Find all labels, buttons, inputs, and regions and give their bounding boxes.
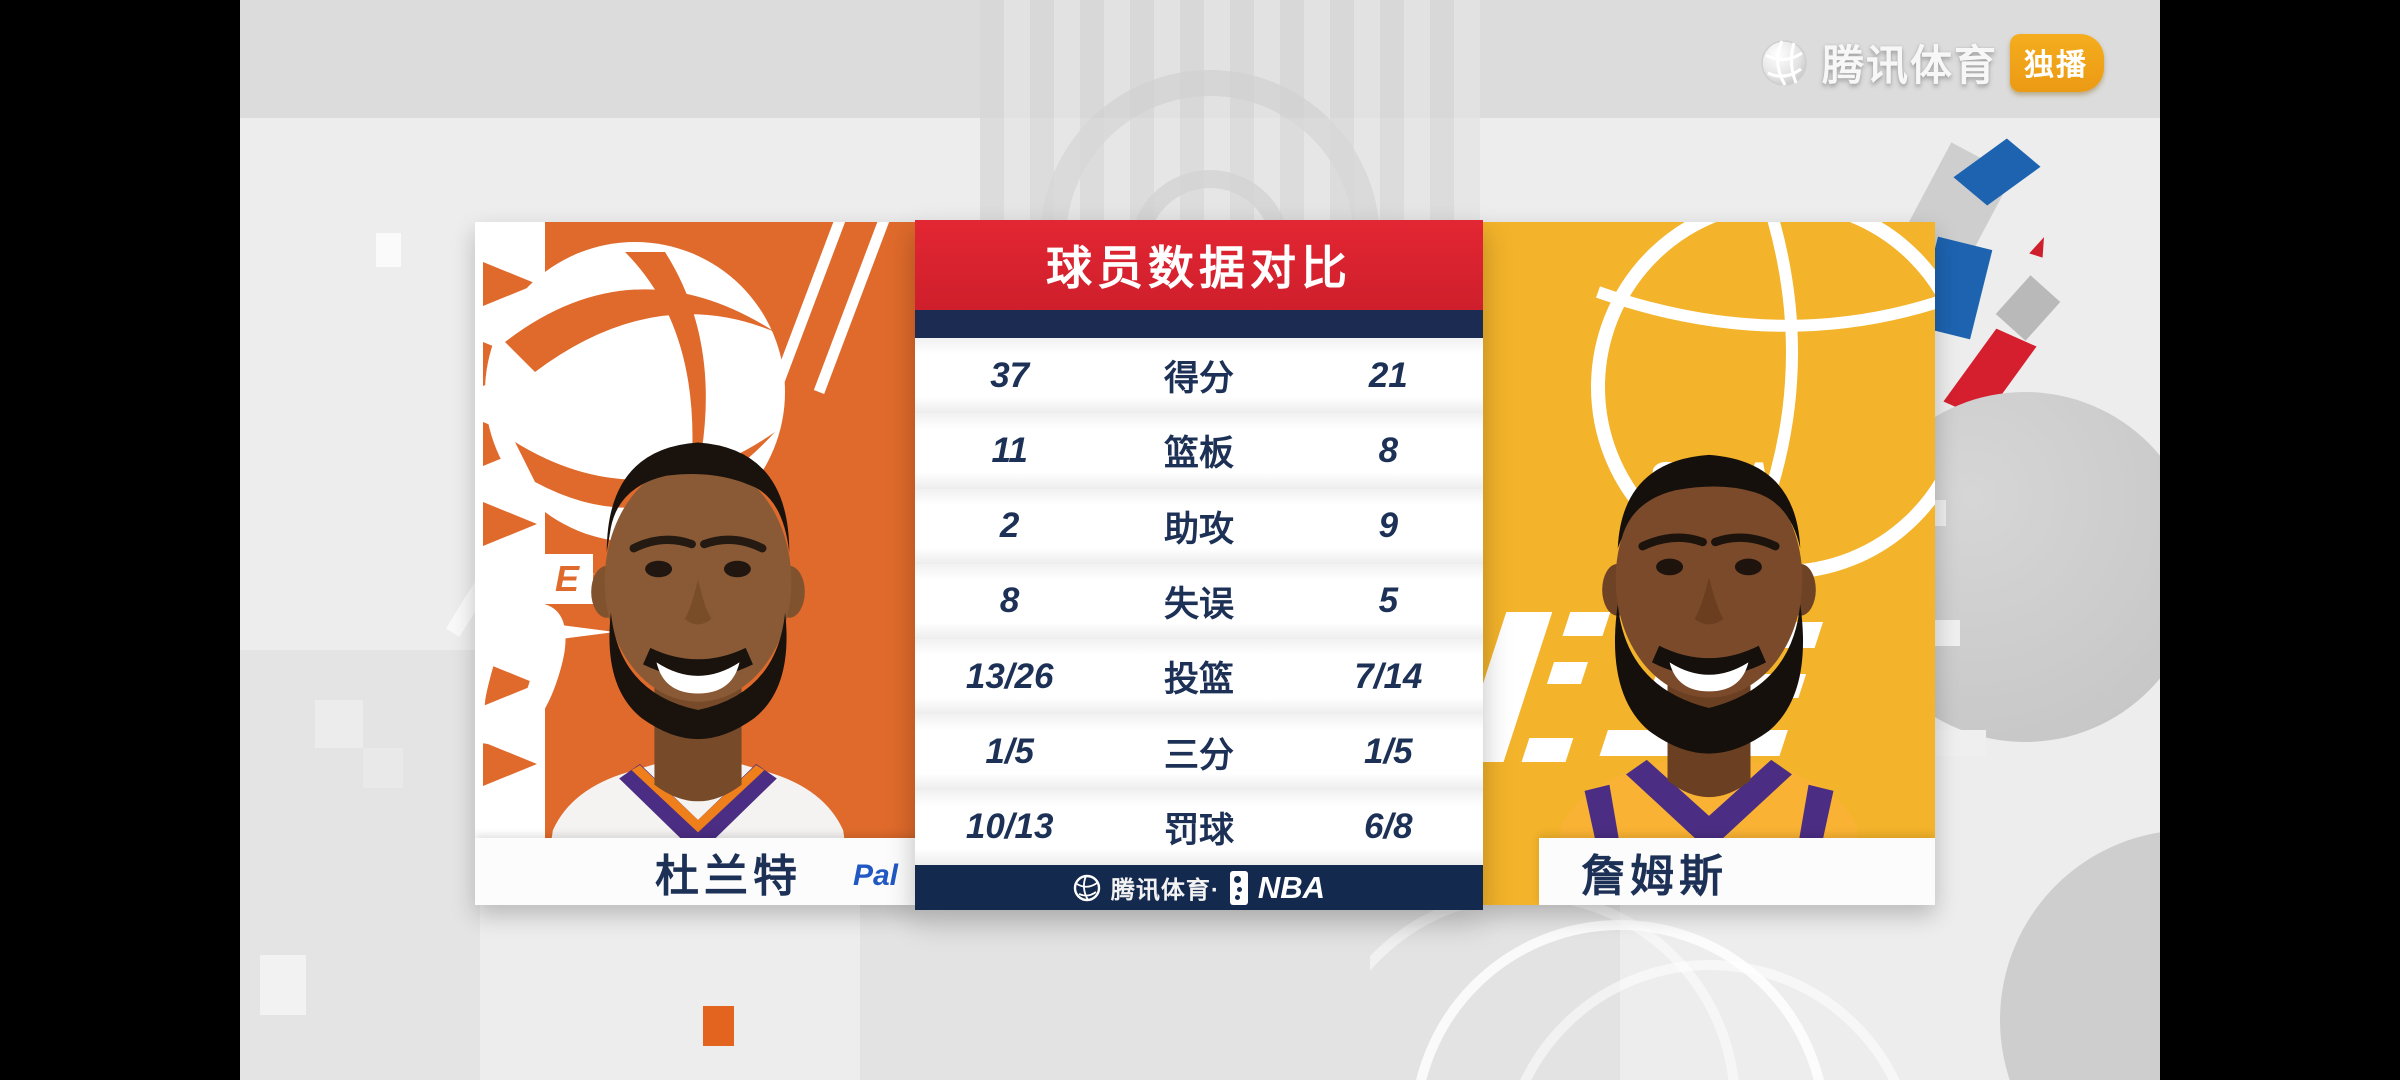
tencent-globe-icon <box>1073 874 1101 901</box>
deco-square-orange <box>703 1006 734 1046</box>
deco-red-triangle <box>2029 234 2049 258</box>
deco-square-faint <box>260 955 306 1015</box>
deco-square-white <box>376 233 401 267</box>
background-stripes <box>980 0 1480 220</box>
watermark-brand-text: 腾讯体育 <box>1821 42 1998 89</box>
stat-left-value: 1/5 <box>985 732 1034 772</box>
stat-label: 得分 <box>1163 359 1234 399</box>
stat-left-value: 2 <box>999 506 1020 546</box>
stats-panel-footer: 腾讯体育· NBA <box>915 865 1483 910</box>
stat-label: 助攻 <box>1163 509 1234 549</box>
stat-row: 11 篮板 8 <box>915 413 1483 489</box>
nba-logoman-icon <box>1229 870 1248 905</box>
right-black-bar <box>2160 0 2400 1080</box>
player-card-james: S AN <box>1483 222 1935 905</box>
stat-right-value: 21 <box>1368 355 1408 395</box>
suns-wordmark-letter: E <box>554 558 579 599</box>
stat-row: 10/13 罚球 6/8 <box>915 789 1483 865</box>
stat-right-value: 9 <box>1378 506 1399 546</box>
tencent-globe-icon <box>1761 39 1807 86</box>
stat-row: 1/5 三分 1/5 <box>915 714 1483 790</box>
stat-right-value: 7/14 <box>1354 656 1423 696</box>
left-black-bar <box>0 0 240 1080</box>
player-card-durant: E 0 杜兰特 <box>475 222 920 905</box>
footer-brand-text: 腾讯体育· <box>1110 877 1220 904</box>
stat-left-value: 10/13 <box>965 807 1054 847</box>
stat-label: 投篮 <box>1163 660 1234 700</box>
deco-swoosh-lines <box>1370 900 1930 1080</box>
stats-panel-navy-strip <box>915 310 1483 338</box>
stat-right-value: 5 <box>1378 581 1399 621</box>
deco-gray-diamond <box>1995 275 2061 341</box>
suns-wordmark-strip: E <box>475 554 593 604</box>
stat-row: 13/26 投篮 7/14 <box>915 639 1483 715</box>
stat-row: 37 得分 21 <box>915 338 1483 414</box>
stat-left-value: 8 <box>999 581 1020 621</box>
james-portrait <box>1549 454 1869 905</box>
james-name: 詹姆斯 <box>1581 851 1728 901</box>
stat-left-value: 37 <box>990 355 1030 395</box>
stats-panel: 球员数据对比 37 得分 21 11 篮板 8 2 助攻 9 8 失误 5 13… <box>915 220 1483 910</box>
durant-name-band: 杜兰特 <box>475 838 920 905</box>
watermark-exclusive-badge: 独播 <box>2010 33 2104 92</box>
james-name-band: 詹姆斯 <box>1539 838 1935 905</box>
paypal-jersey-patch: Pal <box>852 859 898 892</box>
durant-portrait <box>541 442 854 905</box>
deco-square-faint <box>315 700 363 748</box>
deco-basketball-gray-bottom <box>2000 830 2160 1080</box>
stat-label: 三分 <box>1163 735 1234 775</box>
durant-name: 杜兰特 <box>655 851 802 901</box>
stat-right-value: 8 <box>1378 430 1399 470</box>
deco-square-faint <box>363 748 403 788</box>
stat-label: 篮板 <box>1163 434 1234 474</box>
stat-right-value: 1/5 <box>1363 732 1413 772</box>
stat-label: 罚球 <box>1163 810 1234 850</box>
stat-right-value: 6/8 <box>1363 807 1413 847</box>
tencent-sports-watermark: 腾讯体育 独播 <box>1758 32 2104 93</box>
stat-row: 2 助攻 9 <box>915 488 1483 564</box>
broadcast-content: E 0 杜兰特 <box>240 0 2160 1080</box>
stat-left-value: 11 <box>991 430 1028 470</box>
stat-left-value: 13/26 <box>965 656 1054 696</box>
footer-league-text: NBA <box>1257 869 1326 905</box>
stats-rows: 37 得分 21 11 篮板 8 2 助攻 9 8 失误 5 13/26 投篮 … <box>915 338 1483 865</box>
stats-panel-header: 球员数据对比 <box>915 220 1483 310</box>
stats-panel-title: 球员数据对比 <box>1046 242 1352 294</box>
stat-row: 8 失误 5 <box>915 563 1483 640</box>
stat-label: 失误 <box>1163 584 1234 624</box>
